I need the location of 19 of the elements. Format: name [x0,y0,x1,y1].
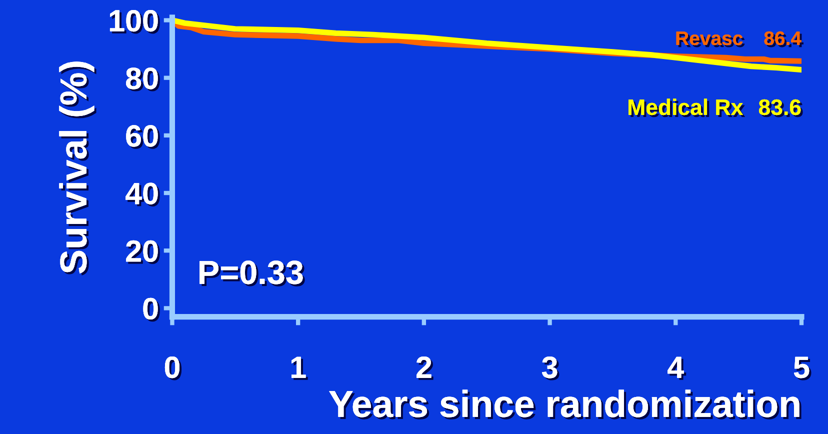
series-label: Revasc [676,32,745,48]
annotation: P=0.33 [200,260,305,286]
annotation: 83.6 [758,99,803,118]
x-axis-title: Years since randomization [329,390,802,420]
y-tick-label: 80 [126,68,160,92]
x-tick-label: 4 [668,356,686,380]
y-tick-label: 20 [126,240,160,264]
x-tick-label: 0 [164,356,182,380]
annotation: 86.4 [764,31,804,48]
y-tick-label: 0 [143,298,160,322]
x-tick-label: 3 [542,356,560,380]
x-tick-label: 2 [416,356,434,380]
y-tick-label: 100 [110,10,160,34]
x-tick-label: 1 [292,356,308,380]
y-tick-label: 60 [126,125,160,149]
y-tick-label: 40 [126,182,160,206]
y-axis-title: Survival (%) [59,62,96,276]
series-label: Medical Rx [628,98,746,118]
x-tick-label: 5 [794,356,812,380]
